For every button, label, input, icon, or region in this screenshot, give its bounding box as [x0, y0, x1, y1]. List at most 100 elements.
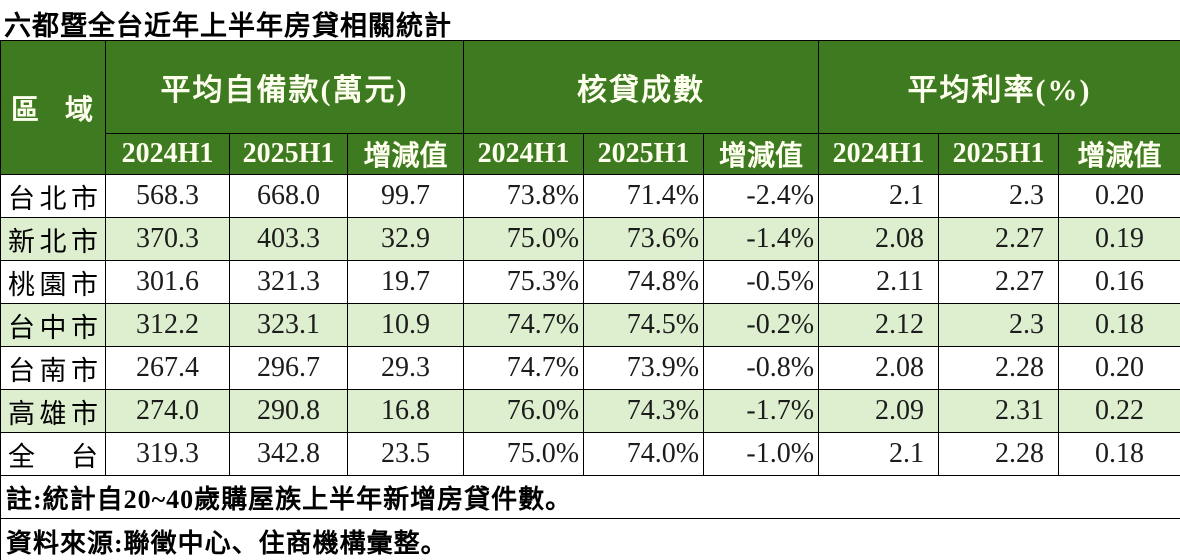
- value-cell: 2.3: [938, 303, 1060, 347]
- value-cell: 74.7%: [463, 303, 585, 347]
- sub-header: 增減值: [703, 133, 820, 175]
- value-cell: 76.0%: [463, 389, 585, 433]
- value-cell: 323.1: [229, 303, 348, 347]
- sub-header: 2025H1: [583, 133, 705, 175]
- table-row: 台南市 267.4 296.7 29.3 74.7% 73.9% -0.8% 2.08 2.28…: [0, 346, 1180, 390]
- region-cell: 桃園市: [0, 260, 106, 304]
- value-cell: 19.7: [346, 260, 465, 304]
- group-header-loan-ratio: 核貸成數: [463, 40, 820, 134]
- region-cell: 全台: [0, 432, 106, 476]
- stats-table: 區域 平均自備款(萬元) 核貸成數 平均利率(%) 2024H1 2025H1 …: [0, 40, 1180, 560]
- table-header: 區域 平均自備款(萬元) 核貸成數 平均利率(%) 2024H1 2025H1 …: [0, 40, 1180, 175]
- value-cell: -1.7%: [703, 389, 820, 433]
- value-cell: 2.08: [818, 346, 940, 390]
- region-cell: 台中市: [0, 303, 106, 347]
- value-cell: 75.0%: [463, 432, 585, 476]
- value-cell: 2.1: [818, 174, 940, 218]
- value-cell: 2.08: [818, 217, 940, 261]
- value-cell: 73.6%: [583, 217, 705, 261]
- value-cell: 2.28: [938, 346, 1060, 390]
- sub-header: 增減值: [346, 133, 465, 175]
- value-cell: 75.0%: [463, 217, 585, 261]
- region-cell: 台北市: [0, 174, 106, 218]
- value-cell: 29.3: [346, 346, 465, 390]
- value-cell: 2.11: [818, 260, 940, 304]
- table-row: 台北市 568.3 668.0 99.7 73.8% 71.4% -2.4% 2.1 2.3 0.…: [0, 174, 1180, 218]
- value-cell: 73.9%: [583, 346, 705, 390]
- region-cell: 高雄市: [0, 389, 106, 433]
- table-row: 高雄市 274.0 290.8 16.8 76.0% 74.3% -1.7% 2.09 2.31…: [0, 389, 1180, 433]
- page-title: 六都暨全台近年上半年房貸相關統計: [4, 11, 452, 41]
- value-cell: 668.0: [229, 174, 348, 218]
- value-cell: 2.27: [938, 217, 1060, 261]
- table-notes: 註:統計自20~40歲購屋族上半年新增房貸件數。 資料來源:聯徵中心、住商機構彙…: [0, 475, 1180, 560]
- value-cell: 290.8: [229, 389, 348, 433]
- value-cell: 2.31: [938, 389, 1060, 433]
- value-cell: -0.8%: [703, 346, 820, 390]
- value-cell: 2.27: [938, 260, 1060, 304]
- value-cell: 99.7: [346, 174, 465, 218]
- value-cell: 370.3: [105, 217, 230, 261]
- value-cell: 74.0%: [583, 432, 705, 476]
- sub-header: 2024H1: [818, 133, 940, 175]
- value-cell: 0.18: [1058, 432, 1180, 476]
- value-cell: 32.9: [346, 217, 465, 261]
- table-row: 全台 319.3 342.8 23.5 75.0% 74.0% -1.0% 2.1 2.28 0.…: [0, 432, 1180, 476]
- value-cell: 2.12: [818, 303, 940, 347]
- value-cell: 342.8: [229, 432, 348, 476]
- value-cell: 74.7%: [463, 346, 585, 390]
- value-cell: 403.3: [229, 217, 348, 261]
- group-header-row: 區域 平均自備款(萬元) 核貸成數 平均利率(%): [0, 40, 1180, 175]
- group-header-downpayment: 平均自備款(萬元): [104, 40, 465, 134]
- value-cell: 568.3: [105, 174, 230, 218]
- value-cell: 10.9: [346, 303, 465, 347]
- value-cell: -0.5%: [703, 260, 820, 304]
- note-statistics: 註:統計自20~40歲購屋族上半年新增房貸件數。: [0, 475, 1180, 519]
- note-source: 資料來源:聯徵中心、住商機構彙整。: [0, 518, 1180, 560]
- sub-header: 2025H1: [938, 133, 1060, 175]
- region-cell: 台南市: [0, 346, 106, 390]
- value-cell: 312.2: [105, 303, 230, 347]
- value-cell: 71.4%: [583, 174, 705, 218]
- value-cell: 274.0: [105, 389, 230, 433]
- value-cell: -1.4%: [703, 217, 820, 261]
- value-cell: 2.1: [818, 432, 940, 476]
- value-cell: 23.5: [346, 432, 465, 476]
- sub-header: 2024H1: [463, 133, 585, 175]
- note-row: 註:統計自20~40歲購屋族上半年新增房貸件數。: [0, 475, 1180, 519]
- value-cell: 296.7: [229, 346, 348, 390]
- value-cell: 267.4: [105, 346, 230, 390]
- table-row: 桃園市 301.6 321.3 19.7 75.3% 74.8% -0.5% 2.11 2.27…: [0, 260, 1180, 304]
- value-cell: 0.18: [1058, 303, 1180, 347]
- value-cell: -1.0%: [703, 432, 820, 476]
- region-column-header: 區域: [0, 40, 106, 175]
- value-cell: 2.3: [938, 174, 1060, 218]
- sub-header: 增減值: [1058, 133, 1180, 175]
- sub-header: 2024H1: [105, 133, 230, 175]
- value-cell: -0.2%: [703, 303, 820, 347]
- table-row: 台中市 312.2 323.1 10.9 74.7% 74.5% -0.2% 2.12 2.3 0…: [0, 303, 1180, 347]
- table-row: 新北市 370.3 403.3 32.9 75.0% 73.6% -1.4% 2.08 2.27…: [0, 217, 1180, 261]
- value-cell: 0.20: [1058, 346, 1180, 390]
- value-cell: 0.22: [1058, 389, 1180, 433]
- value-cell: 2.28: [938, 432, 1060, 476]
- value-cell: 16.8: [346, 389, 465, 433]
- region-cell: 新北市: [0, 217, 106, 261]
- value-cell: 75.3%: [463, 260, 585, 304]
- value-cell: 0.20: [1058, 174, 1180, 218]
- value-cell: -2.4%: [703, 174, 820, 218]
- value-cell: 74.8%: [583, 260, 705, 304]
- value-cell: 301.6: [105, 260, 230, 304]
- value-cell: 2.09: [818, 389, 940, 433]
- value-cell: 321.3: [229, 260, 348, 304]
- note-row: 資料來源:聯徵中心、住商機構彙整。: [0, 518, 1180, 560]
- value-cell: 74.5%: [583, 303, 705, 347]
- sub-header: 2025H1: [229, 133, 348, 175]
- value-cell: 319.3: [105, 432, 230, 476]
- value-cell: 0.19: [1058, 217, 1180, 261]
- sub-header-row: 2024H1 2025H1 增減值 2024H1 2025H1 增減值 2024…: [1, 133, 1180, 175]
- value-cell: 0.16: [1058, 260, 1180, 304]
- value-cell: 73.8%: [463, 174, 585, 218]
- value-cell: 74.3%: [583, 389, 705, 433]
- table-body: 台北市 568.3 668.0 99.7 73.8% 71.4% -2.4% 2.1 2.3 0.…: [0, 174, 1180, 476]
